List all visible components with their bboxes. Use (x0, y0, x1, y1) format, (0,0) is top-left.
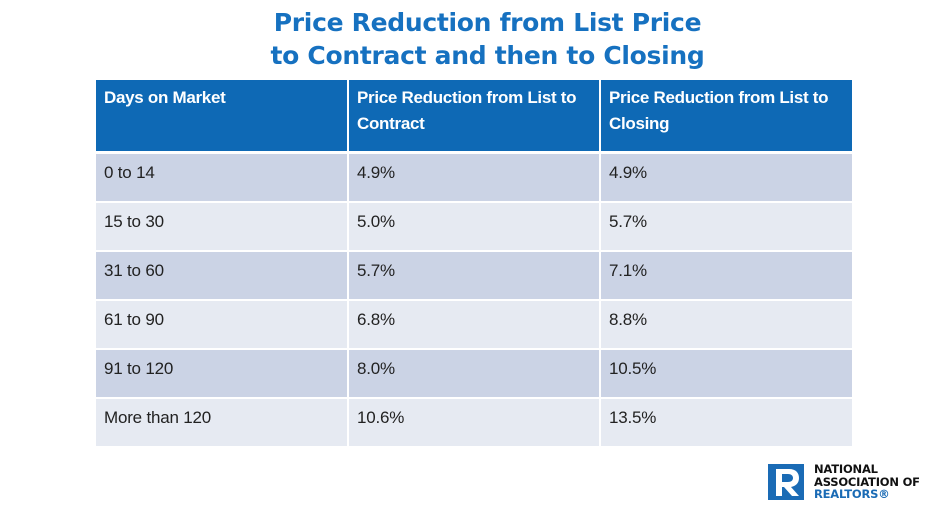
header-reduction-to-closing: Price Reduction from List to Closing (600, 80, 852, 154)
cell-contract: 5.0% (348, 202, 601, 252)
cell-contract: 5.7% (348, 251, 601, 301)
table-row: 61 to 90 6.8% 8.8% (96, 300, 852, 350)
table-row: 15 to 30 5.0% 5.7% (96, 202, 852, 252)
cell-days: 15 to 30 (96, 202, 349, 252)
cell-closing: 8.8% (600, 300, 852, 350)
page-title: Price Reduction from List Price to Contr… (0, 6, 930, 72)
cell-contract: 4.9% (348, 152, 601, 203)
cell-closing: 10.5% (600, 349, 852, 399)
header-reduction-to-contract: Price Reduction from List to Contract (348, 80, 601, 154)
header-days-on-market: Days on Market (96, 80, 349, 154)
title-line-1: Price Reduction from List Price (273, 8, 702, 37)
realtor-r-icon (768, 464, 804, 500)
logo-line-1: NATIONAL (814, 462, 878, 476)
cell-closing: 13.5% (600, 398, 852, 448)
cell-closing: 7.1% (600, 251, 852, 301)
logo-line-2: ASSOCIATION OF (814, 474, 920, 489)
table-header-row: Days on Market Price Reduction from List… (96, 80, 852, 154)
title-line-2: to Contract and then to Closing (270, 41, 705, 70)
table-row: 0 to 14 4.9% 4.9% (96, 152, 852, 203)
cell-days: 61 to 90 (96, 300, 349, 350)
table-row: More than 120 10.6% 13.5% (96, 398, 852, 448)
cell-closing: 5.7% (600, 202, 852, 252)
logo-wordmark: NATIONAL ASSOCIATION OF REALTORS® (814, 463, 920, 501)
cell-contract: 8.0% (348, 349, 601, 399)
price-reduction-table: Days on Market Price Reduction from List… (96, 80, 852, 448)
cell-days: 0 to 14 (96, 152, 349, 203)
cell-days: 91 to 120 (96, 349, 349, 399)
cell-days: 31 to 60 (96, 251, 349, 301)
cell-contract: 6.8% (348, 300, 601, 350)
cell-closing: 4.9% (600, 152, 852, 203)
table-row: 31 to 60 5.7% 7.1% (96, 251, 852, 301)
cell-contract: 10.6% (348, 398, 601, 448)
cell-days: More than 120 (96, 398, 349, 448)
logo-line-3: REALTORS® (814, 487, 890, 501)
nar-logo: NATIONAL ASSOCIATION OF REALTORS® (768, 462, 928, 502)
table-row: 91 to 120 8.0% 10.5% (96, 349, 852, 399)
